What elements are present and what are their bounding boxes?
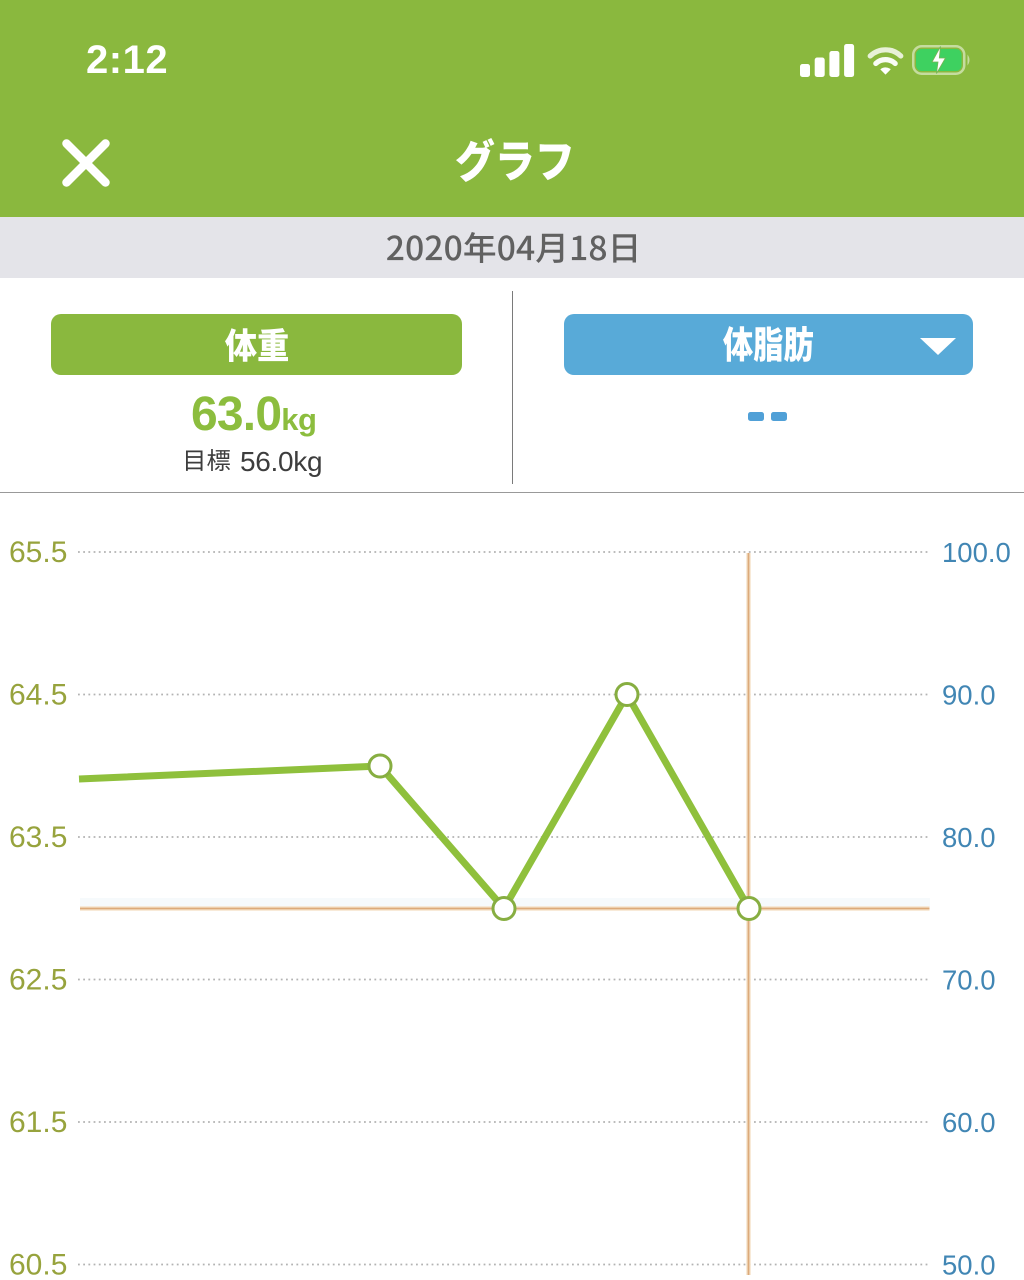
svg-text:61.5: 61.5 xyxy=(9,1106,67,1139)
svg-text:60.5: 60.5 xyxy=(9,1249,67,1280)
svg-text:60.0: 60.0 xyxy=(942,1107,996,1138)
svg-text:63.5: 63.5 xyxy=(9,821,67,854)
svg-text:62.5: 62.5 xyxy=(9,964,67,997)
svg-text:50.0: 50.0 xyxy=(942,1250,996,1280)
svg-text:65.5: 65.5 xyxy=(9,536,67,569)
svg-text:100.0: 100.0 xyxy=(942,537,1011,568)
svg-text:64.5: 64.5 xyxy=(9,679,67,712)
svg-text:70.0: 70.0 xyxy=(942,965,996,996)
svg-text:90.0: 90.0 xyxy=(942,680,996,711)
svg-text:80.0: 80.0 xyxy=(942,822,996,853)
